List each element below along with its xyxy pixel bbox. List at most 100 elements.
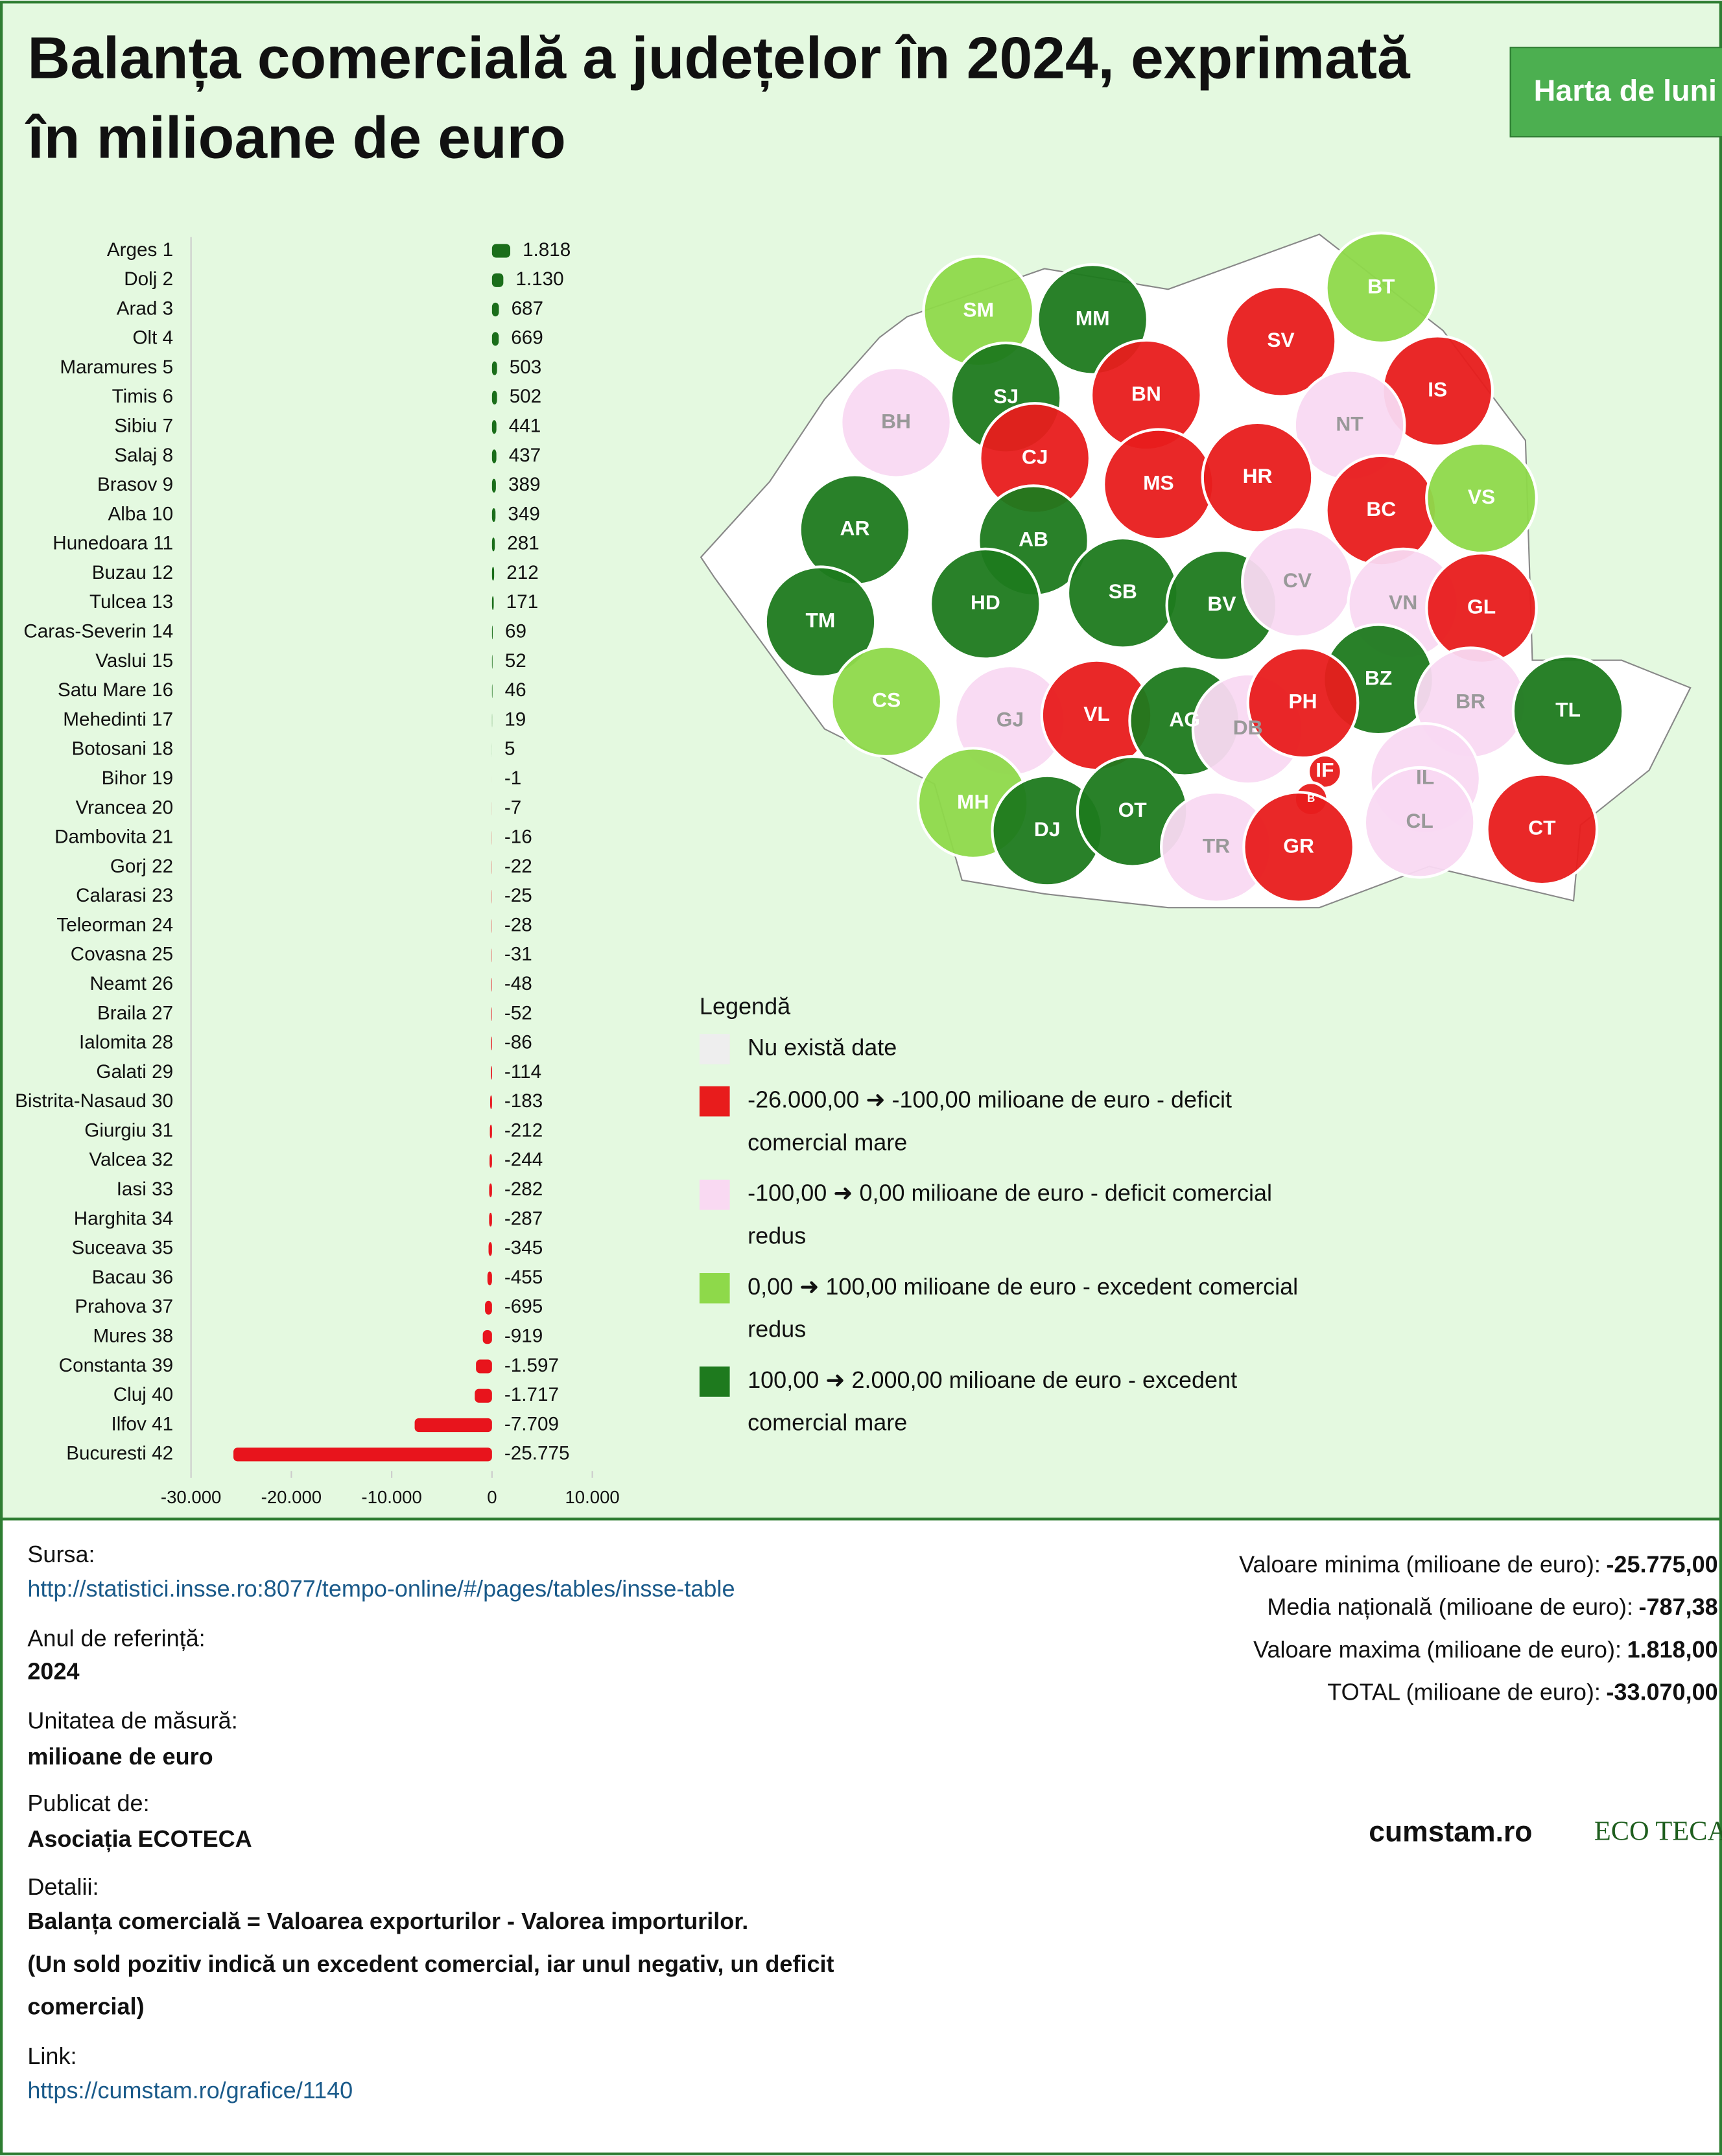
value-label: 1.818 xyxy=(523,239,571,261)
legend-text: -100,00 ➜ 0,00 milioane de euro - defici… xyxy=(748,1180,1272,1206)
bar xyxy=(489,1154,492,1168)
county-code: BN xyxy=(1131,382,1161,405)
category-label: Vrancea 20 xyxy=(75,797,173,818)
value-label: -1.597 xyxy=(504,1355,559,1376)
legend-text: comercial mare xyxy=(748,1129,907,1155)
value-label: 503 xyxy=(510,357,541,378)
value-label: -1.717 xyxy=(504,1384,559,1405)
bar xyxy=(414,1418,492,1433)
logo: cumstam.ro xyxy=(1369,1816,1532,1848)
value-label: -28 xyxy=(504,914,532,935)
county-code: GJ xyxy=(997,707,1024,731)
county-code: MS xyxy=(1143,471,1174,495)
county-code: PH xyxy=(1288,690,1317,713)
stat-value: -33.070,00 xyxy=(1606,1678,1717,1705)
bar xyxy=(488,1242,492,1256)
category-label: Valcea 32 xyxy=(89,1149,173,1171)
category-label: Dolj 2 xyxy=(124,268,173,290)
county xyxy=(1511,655,1625,767)
category-label: Bucuresti 42 xyxy=(66,1443,173,1464)
county-code: GL xyxy=(1467,594,1496,618)
value-label: -1 xyxy=(504,767,521,789)
bar xyxy=(489,1212,492,1227)
bar xyxy=(491,244,510,258)
county-code: OT xyxy=(1118,798,1148,821)
county xyxy=(1363,766,1476,879)
value-label: -919 xyxy=(504,1325,543,1346)
value-label: 502 xyxy=(510,386,541,407)
county xyxy=(830,645,943,758)
bar xyxy=(233,1447,492,1462)
value-label: 212 xyxy=(506,562,538,583)
category-label: Covasna 25 xyxy=(71,944,173,965)
county-code: NT xyxy=(1336,412,1363,436)
county-code: BR xyxy=(1456,690,1485,713)
bar xyxy=(491,478,496,493)
county-code: VL xyxy=(1083,702,1110,725)
category-label: Vaslui 15 xyxy=(95,650,173,672)
bar xyxy=(491,1066,492,1080)
county-code: SV xyxy=(1267,328,1294,351)
county-code: CT xyxy=(1528,816,1556,839)
map-button[interactable] xyxy=(1509,47,1722,138)
value-label: 19 xyxy=(504,709,526,730)
value-label: -212 xyxy=(504,1119,543,1141)
category-label: Suceava 35 xyxy=(71,1237,173,1259)
stat-value: -787,38 xyxy=(1638,1593,1717,1620)
footer-text: (Un sold pozitiv indică un excedent come… xyxy=(27,1951,834,1977)
bar xyxy=(491,390,497,404)
category-label: Giurgiu 31 xyxy=(84,1119,173,1141)
value-label: 441 xyxy=(509,416,541,437)
county-code: BT xyxy=(1367,275,1395,298)
bar xyxy=(490,1095,492,1109)
bar xyxy=(491,361,497,375)
value-label: 46 xyxy=(505,679,526,701)
county-code: HR xyxy=(1243,464,1273,487)
x-tick-label: 10.000 xyxy=(565,1487,619,1507)
footer-text: https://cumstam.ro/grafice/1140 xyxy=(27,2077,353,2103)
county-code: AG xyxy=(1169,707,1200,731)
county xyxy=(1201,421,1314,534)
bar xyxy=(475,1389,492,1403)
county-code: CV xyxy=(1283,568,1312,592)
category-label: Bacau 36 xyxy=(92,1267,173,1288)
stat-value: 1.818,00 xyxy=(1627,1635,1717,1662)
legend-swatch xyxy=(699,1086,730,1117)
value-label: -25 xyxy=(504,885,532,906)
value-label: -114 xyxy=(504,1061,541,1083)
category-label: Calarasi 23 xyxy=(76,885,173,906)
category-label: Harghita 34 xyxy=(74,1208,173,1229)
county-code: CL xyxy=(1406,809,1433,832)
legend-swatch xyxy=(699,1272,730,1304)
map-button-label[interactable]: Harta de luni xyxy=(1534,73,1717,107)
category-label: Gorj 22 xyxy=(110,856,173,877)
stat-label: Valoare maxima (milioane de euro): xyxy=(1253,1635,1622,1662)
county-code: BV xyxy=(1207,592,1236,615)
legend-swatch xyxy=(699,1179,730,1210)
footer-text: comercial) xyxy=(27,1993,144,2020)
bar xyxy=(489,1183,492,1197)
category-label: Iasi 33 xyxy=(117,1178,173,1200)
value-label: 69 xyxy=(505,621,526,642)
bar xyxy=(491,273,504,287)
value-label: 5 xyxy=(504,738,515,760)
footer-background xyxy=(0,1519,1722,2155)
category-label: Mures 38 xyxy=(93,1325,173,1346)
category-label: Salaj 8 xyxy=(114,445,173,466)
bar xyxy=(491,1007,492,1022)
bar xyxy=(489,1125,492,1139)
category-label: Satu Mare 16 xyxy=(58,679,173,701)
legend-text: comercial mare xyxy=(748,1409,907,1436)
footer-text: 2024 xyxy=(27,1658,79,1684)
county-code: TR xyxy=(1203,834,1230,857)
category-label: Maramures 5 xyxy=(60,357,173,378)
bar xyxy=(487,1271,492,1285)
county-code: SJ xyxy=(993,384,1019,408)
category-label: Ilfov 41 xyxy=(111,1413,173,1435)
x-tick-label: -20.000 xyxy=(261,1487,322,1507)
bar xyxy=(491,302,499,317)
stat-label: TOTAL (milioane de euro): xyxy=(1327,1678,1601,1705)
county xyxy=(1325,231,1438,345)
county xyxy=(840,366,952,479)
